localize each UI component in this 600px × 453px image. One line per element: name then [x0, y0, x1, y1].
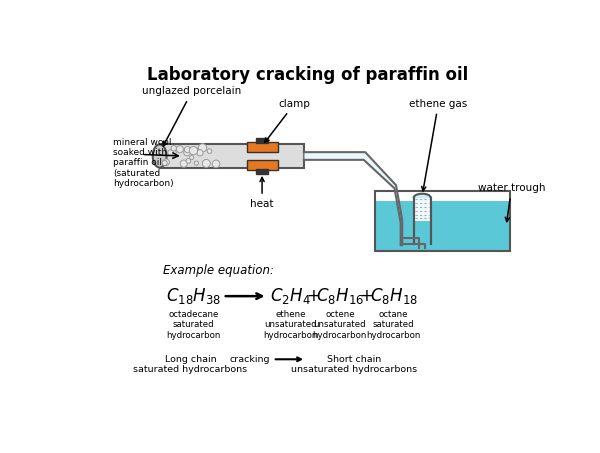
Text: octene
unsaturated
hydrocarbon: octene unsaturated hydrocarbon [313, 310, 367, 340]
Circle shape [195, 148, 199, 153]
Text: water trough: water trough [478, 183, 545, 222]
Circle shape [168, 149, 173, 155]
Bar [414, 221, 431, 244]
Bar [375, 192, 510, 251]
Bar [247, 160, 278, 170]
Circle shape [194, 161, 199, 165]
Circle shape [163, 159, 169, 165]
Text: cracking: cracking [229, 355, 301, 364]
Text: Laboratory cracking of paraffin oil: Laboratory cracking of paraffin oil [147, 66, 468, 84]
Text: Long chain
saturated hydrocarbons: Long chain saturated hydrocarbons [133, 355, 248, 374]
Text: Example equation:: Example equation: [163, 264, 274, 277]
Text: +: + [359, 287, 373, 305]
Text: $C_{18}H_{38}$: $C_{18}H_{38}$ [166, 286, 221, 306]
Text: Short chain
unsaturated hydrocarbons: Short chain unsaturated hydrocarbons [290, 355, 417, 374]
Circle shape [202, 159, 211, 168]
Text: clamp: clamp [265, 99, 310, 142]
Text: mineral wool
soaked with
paraffin oil
(saturated
hydrocarbon): mineral wool soaked with paraffin oil (s… [113, 138, 174, 188]
Circle shape [186, 159, 191, 163]
Text: $C_8H_{16}$: $C_8H_{16}$ [316, 286, 364, 306]
Text: ethene
unsaturated
hydrocarbon: ethene unsaturated hydrocarbon [263, 310, 318, 340]
Circle shape [184, 149, 190, 156]
Text: octane
saturated
hydrocarbon: octane saturated hydrocarbon [367, 310, 421, 340]
Circle shape [207, 149, 212, 154]
Circle shape [176, 146, 184, 153]
Text: heat: heat [250, 178, 274, 209]
Text: octadecane
saturated
hydrocarbon: octadecane saturated hydrocarbon [166, 310, 221, 340]
Circle shape [180, 160, 187, 167]
Text: $C_2H_4$: $C_2H_4$ [270, 286, 311, 306]
Ellipse shape [153, 145, 167, 168]
Ellipse shape [414, 194, 431, 202]
Circle shape [190, 155, 194, 159]
Circle shape [171, 145, 176, 151]
Circle shape [199, 144, 207, 152]
Bar [247, 142, 278, 152]
Bar [160, 145, 304, 168]
Text: +: + [307, 287, 320, 305]
Text: ethene gas: ethene gas [409, 99, 467, 191]
Bar [376, 201, 509, 251]
Text: unglazed porcelain: unglazed porcelain [142, 87, 242, 146]
Circle shape [170, 149, 176, 156]
Circle shape [194, 148, 199, 153]
Circle shape [162, 160, 167, 165]
Polygon shape [304, 152, 402, 246]
Circle shape [197, 149, 203, 156]
Bar [256, 138, 268, 143]
Circle shape [190, 146, 197, 155]
Circle shape [212, 160, 220, 168]
Text: $C_8H_{18}$: $C_8H_{18}$ [370, 286, 418, 306]
Bar [256, 169, 268, 174]
Circle shape [184, 146, 191, 153]
Bar [414, 198, 431, 221]
